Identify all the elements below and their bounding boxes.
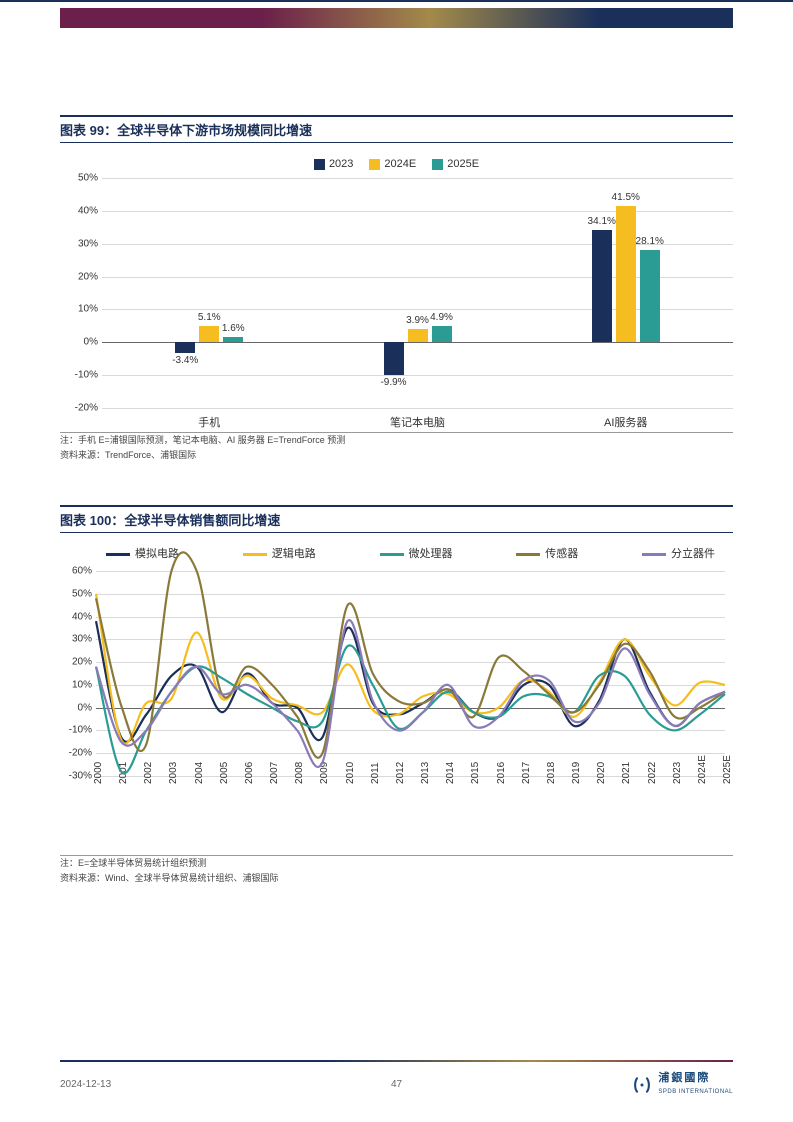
chart-99-block: 图表 99：全球半导体下游市场规模同比增速 20232024E2025E -20… — [60, 115, 733, 438]
chart-99-notes: 注：手机 E=浦银国际预测，笔记本电脑、AI 服务器 E=TrendForce … — [60, 432, 733, 464]
brand-icon — [632, 1075, 652, 1095]
chart-99-title: 图表 99：全球半导体下游市场规模同比增速 — [60, 115, 733, 143]
footer-divider — [60, 1060, 733, 1062]
footer-logo: 浦銀國際 SPDB INTERNATIONAL — [632, 1073, 733, 1096]
chart-99-plot: -20%-10%0%10%20%30%40%50%手机-3.4%5.1%1.6%… — [60, 178, 733, 438]
chart-100-notes: 注：E=全球半导体贸易统计组织预测 资料来源：Wind、全球半导体贸易统计组织、… — [60, 855, 733, 887]
chart-100-block: 图表 100：全球半导体销售额同比增速 模拟电路逻辑电路微处理器传感器分立器件 … — [60, 505, 733, 831]
chart-100-title: 图表 100：全球半导体销售额同比增速 — [60, 505, 733, 533]
chart-99-legend: 20232024E2025E — [60, 158, 733, 170]
footer-date: 2024-12-13 — [60, 1079, 111, 1090]
chart-100-plot: 模拟电路逻辑电路微处理器传感器分立器件 -30%-20%-10%0%10%20%… — [60, 541, 733, 831]
footer: 2024-12-13 47 浦銀國際 SPDB INTERNATIONAL — [60, 1079, 733, 1090]
footer-page: 47 — [391, 1079, 402, 1090]
header-banner — [60, 8, 733, 28]
